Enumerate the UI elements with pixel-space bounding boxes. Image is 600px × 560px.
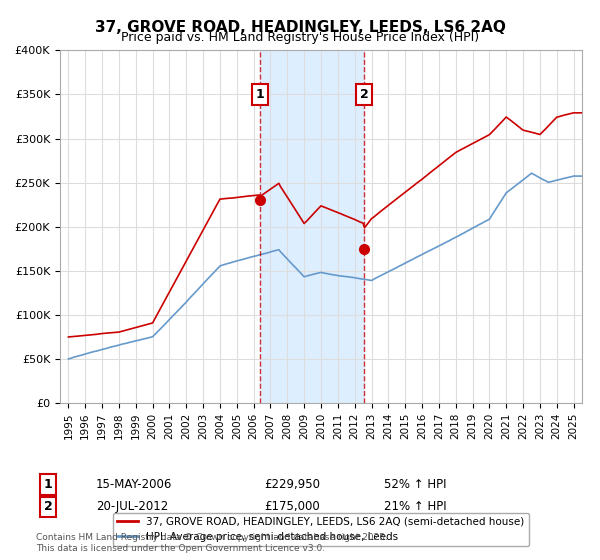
Text: 21% ↑ HPI: 21% ↑ HPI (384, 500, 446, 514)
Text: 37, GROVE ROAD, HEADINGLEY, LEEDS, LS6 2AQ: 37, GROVE ROAD, HEADINGLEY, LEEDS, LS6 2… (95, 20, 505, 35)
Text: Price paid vs. HM Land Registry's House Price Index (HPI): Price paid vs. HM Land Registry's House … (121, 31, 479, 44)
Text: 1: 1 (256, 88, 264, 101)
Legend: 37, GROVE ROAD, HEADINGLEY, LEEDS, LS6 2AQ (semi-detached house), HPI: Average p: 37, GROVE ROAD, HEADINGLEY, LEEDS, LS6 2… (113, 512, 529, 546)
Bar (260, 50, 364, 403)
Text: Contains HM Land Registry data © Crown copyright and database right 2025.
This d: Contains HM Land Registry data © Crown c… (36, 534, 388, 553)
Text: £229,950: £229,950 (264, 478, 320, 491)
Text: 20-JUL-2012: 20-JUL-2012 (96, 500, 168, 514)
Text: 2: 2 (44, 500, 52, 514)
Text: 15-MAY-2006: 15-MAY-2006 (96, 478, 172, 491)
Text: 2: 2 (359, 88, 368, 101)
Text: £175,000: £175,000 (264, 500, 320, 514)
Text: 52% ↑ HPI: 52% ↑ HPI (384, 478, 446, 491)
Text: 1: 1 (44, 478, 52, 491)
